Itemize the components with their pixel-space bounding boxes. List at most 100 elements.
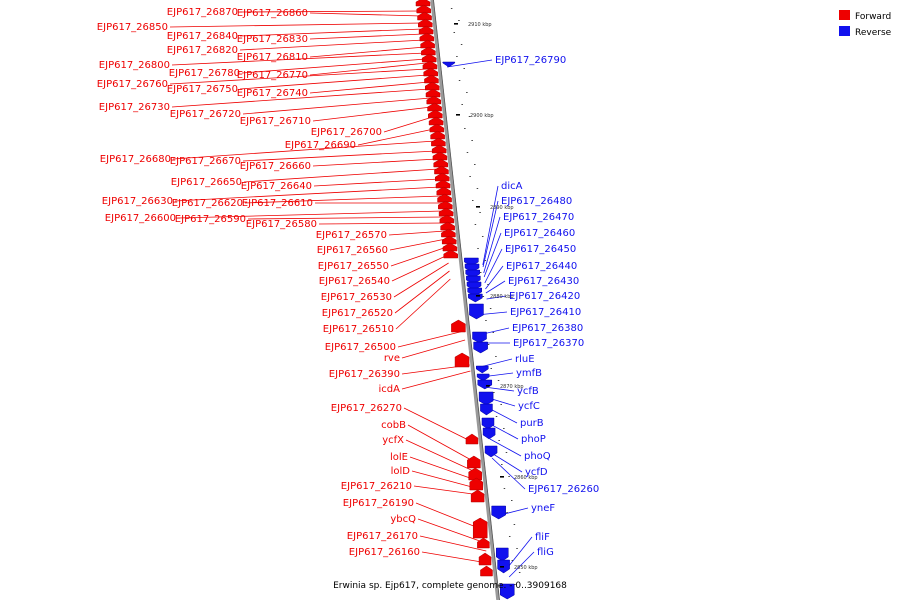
reverse-gene-arrow: [468, 293, 483, 303]
scale-tick-label: 2860 kbp: [514, 475, 538, 481]
scale-tick-label: 2910 kbp: [468, 22, 492, 28]
reverse-gene-arrow: [478, 391, 494, 406]
reverse-gene-label: ycfB: [517, 386, 539, 397]
minor-tick: [514, 584, 516, 585]
forward-gene-label: EJP617_26160: [349, 547, 420, 558]
minor-tick: [477, 248, 479, 249]
reverse-gene-label: yneF: [531, 503, 555, 514]
reverse-leader-line: [483, 232, 502, 278]
reverse-gene-label: EJP617_26450: [505, 244, 576, 255]
forward-leader-line: [313, 178, 440, 187]
forward-gene-arrow: [435, 172, 450, 182]
reverse-gene-arrow: [476, 365, 489, 374]
forward-leader-line: [417, 518, 486, 544]
minor-tick: [461, 104, 463, 105]
minor-tick: [472, 200, 474, 201]
scale-tick-mark: [456, 114, 460, 116]
legend-forward-swatch: [839, 10, 850, 20]
forward-leader-line: [239, 28, 423, 37]
reverse-gene-arrow: [473, 341, 488, 354]
forward-gene-label: EJP617_26510: [323, 324, 394, 335]
legend-reverse-swatch: [839, 26, 850, 36]
reverse-gene-arrow: [472, 331, 487, 344]
reverse-gene-arrow: [491, 505, 506, 520]
forward-leader-line: [391, 254, 448, 282]
forward-gene-label: EJP617_26390: [329, 369, 400, 380]
forward-gene-arrow: [470, 489, 485, 503]
reverse-gene-label: EJP617_26470: [503, 212, 574, 223]
forward-gene-arrow: [417, 11, 432, 21]
forward-gene-arrow: [434, 165, 449, 175]
forward-leader-line: [172, 140, 436, 160]
reverse-gene-label: phoP: [521, 434, 546, 445]
forward-leader-line: [413, 485, 481, 496]
forward-gene-arrow: [428, 116, 444, 126]
forward-gene-label: EJP617_26730: [99, 102, 170, 113]
reverse-gene-arrow: [499, 583, 515, 600]
forward-gene-label: EJP617_26810: [237, 52, 308, 63]
reverse-leader-line: [479, 358, 513, 368]
forward-leader-line: [169, 68, 428, 85]
forward-gene-label: EJP617_26800: [99, 60, 170, 71]
forward-gene-label: EJP617_26830: [237, 34, 308, 45]
scale-tick-label: 2850 kbp: [514, 565, 538, 571]
forward-gene-label: EJP617_26720: [170, 109, 241, 120]
forward-gene-arrow: [451, 319, 466, 333]
minor-tick: [508, 476, 510, 477]
reverse-gene-label: EJP617_26480: [501, 196, 572, 207]
forward-leader-line: [309, 81, 429, 94]
reverse-gene-label: EJP617_26460: [504, 228, 575, 239]
forward-leader-line: [401, 370, 471, 390]
forward-gene-arrow: [424, 74, 439, 84]
reverse-leader-line: [485, 265, 504, 290]
minor-tick: [495, 356, 497, 357]
reverse-leader-line: [491, 452, 523, 473]
forward-gene-label: cobB: [381, 420, 406, 431]
forward-leader-line: [174, 186, 441, 202]
forward-leader-line: [395, 278, 451, 330]
forward-leader-line: [309, 46, 425, 58]
minor-tick: [511, 500, 513, 501]
genome-backbone: [430, 0, 500, 600]
legend: Forward Reverse: [839, 10, 892, 38]
forward-gene-label: EJP617_26550: [318, 261, 389, 272]
minor-tick: [492, 332, 495, 333]
minor-tick: [506, 512, 508, 513]
minor-tick: [481, 236, 484, 237]
reverse-gene-arrow: [480, 403, 493, 416]
reverse-leader-line: [482, 185, 499, 266]
forward-gene-label: EJP617_26620: [172, 198, 243, 209]
minor-tick: [503, 428, 505, 429]
forward-leader-line: [405, 439, 478, 474]
forward-gene-arrow: [427, 102, 442, 112]
scale-tick-mark: [476, 206, 480, 208]
forward-gene-arrow: [433, 158, 448, 168]
forward-gene-arrow: [426, 95, 442, 105]
forward-leader-line: [242, 97, 431, 115]
reverse-leader-line: [489, 438, 522, 457]
forward-gene-label: EJP617_26870: [167, 7, 238, 18]
reverse-gene-label: ycfD: [525, 467, 548, 478]
forward-gene-label: EJP617_26680: [100, 154, 171, 165]
forward-leader-line: [171, 88, 430, 108]
forward-gene-arrow: [441, 228, 456, 238]
minor-tick: [476, 188, 479, 189]
forward-gene-label: EJP617_26640: [241, 181, 312, 192]
forward-leader-line: [388, 230, 446, 236]
forward-gene-arrow: [469, 477, 484, 491]
scale-tick-label: 2900 kbp: [470, 113, 494, 119]
minor-tick: [482, 296, 485, 297]
forward-gene-arrow: [467, 455, 481, 469]
minor-tick: [508, 536, 511, 537]
forward-gene-label: EJP617_26520: [322, 308, 393, 319]
reverse-gene-label: purB: [520, 418, 544, 429]
forward-leader-line: [390, 246, 447, 267]
minor-tick: [474, 224, 477, 225]
reverse-gene-label: fliF: [535, 532, 550, 543]
forward-gene-arrow: [442, 242, 458, 252]
minor-tick: [518, 572, 521, 573]
forward-gene-arrow: [418, 25, 434, 35]
minor-tick: [505, 452, 508, 453]
forward-gene-arrow: [424, 81, 440, 91]
